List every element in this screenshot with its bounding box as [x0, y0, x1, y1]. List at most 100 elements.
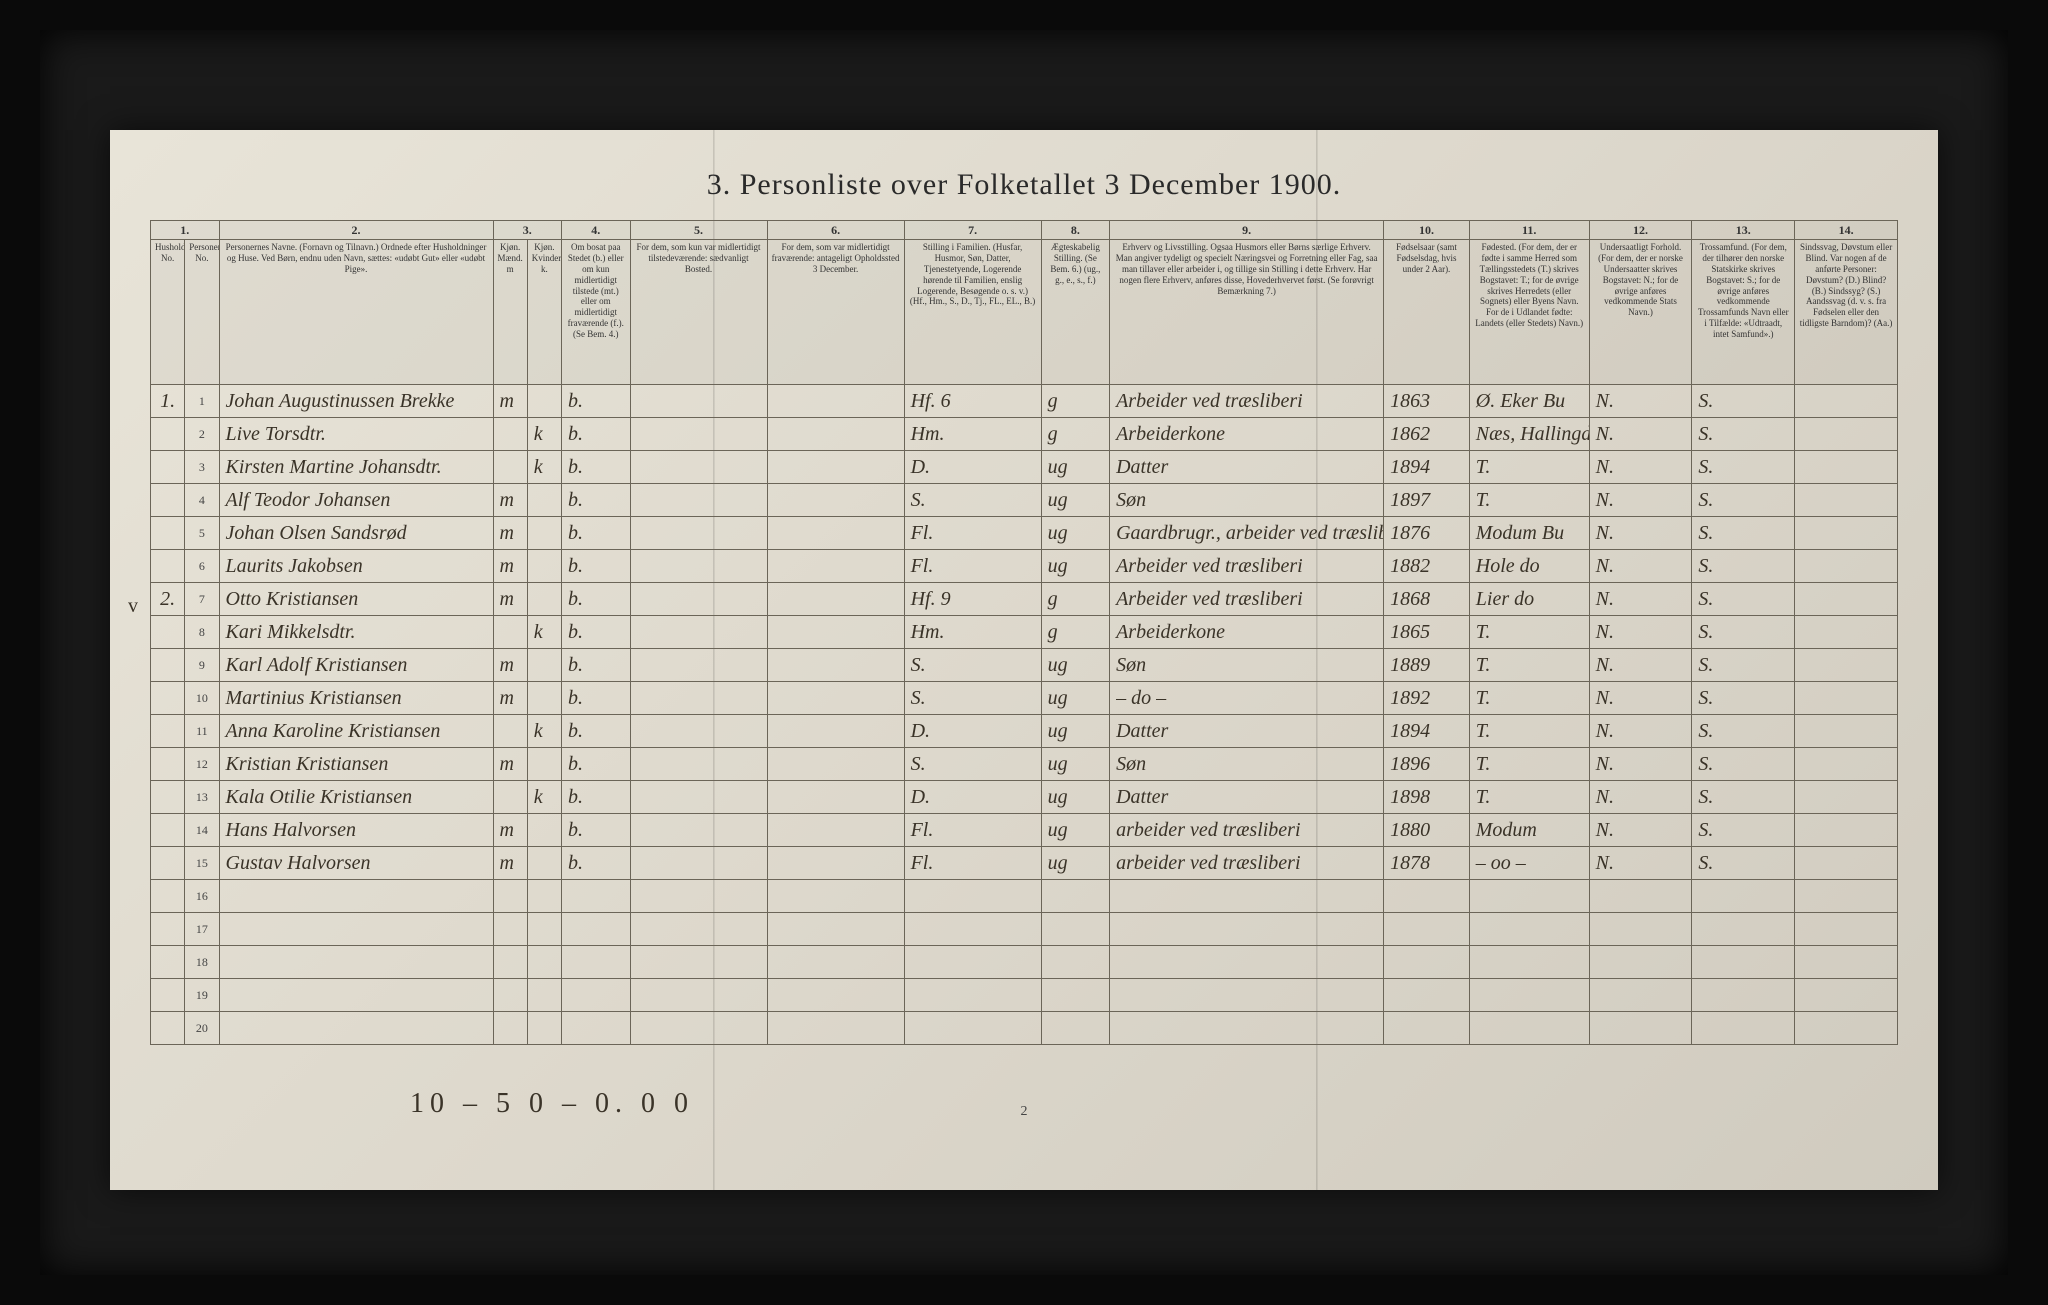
cell-rel: S.	[1692, 682, 1795, 715]
cell-pn: 17	[185, 913, 219, 946]
cell-temp	[630, 781, 767, 814]
cell-birthplace: Modum	[1469, 814, 1589, 847]
cell-pn: 4	[185, 484, 219, 517]
cell-pn: 14	[185, 814, 219, 847]
cell-pn: 10	[185, 682, 219, 715]
cell-birthplace: T.	[1469, 451, 1589, 484]
cell-m: m	[493, 649, 527, 682]
cell-hh	[151, 847, 185, 880]
header-column-labels: Husholdningernes No.Personernes No.Perso…	[151, 240, 1898, 385]
cell-civ: ug	[1041, 847, 1110, 880]
cell-m: m	[493, 550, 527, 583]
cell-birthplace: T.	[1469, 748, 1589, 781]
col-header: Fødselsaar (samt Fødselsdag, hvis under …	[1384, 240, 1470, 385]
cell-pn: 2	[185, 418, 219, 451]
table-row: 9Karl Adolf Kristiansenmb.S.ugSøn1889T.N…	[151, 649, 1898, 682]
cell-hh	[151, 1012, 185, 1045]
cell-birthplace: Ø. Eker Bu	[1469, 385, 1589, 418]
cell-nat: N.	[1589, 583, 1692, 616]
cell-k	[527, 1012, 561, 1045]
cell-nat: N.	[1589, 385, 1692, 418]
cell-away	[767, 418, 904, 451]
cell-temp	[630, 913, 767, 946]
cell-year: 1868	[1384, 583, 1470, 616]
page-title: 3. Personliste over Folketallet 3 Decemb…	[110, 168, 1938, 202]
table-row: 15Gustav Halvorsenmb.Fl.ugarbeider ved t…	[151, 847, 1898, 880]
cell-occ: Gaardbrugr., arbeider ved træsliberi	[1110, 517, 1384, 550]
cell-name: Live Torsdtr.	[219, 418, 493, 451]
cell-dis	[1795, 913, 1898, 946]
cell-year: 1876	[1384, 517, 1470, 550]
cell-occ: Datter	[1110, 451, 1384, 484]
cell-m: m	[493, 814, 527, 847]
table-row: 13Kala Otilie Kristiansenkb.D.ugDatter18…	[151, 781, 1898, 814]
cell-birthplace: T.	[1469, 616, 1589, 649]
cell-away	[767, 847, 904, 880]
cell-rel: S.	[1692, 418, 1795, 451]
cell-name	[219, 946, 493, 979]
cell-nat: N.	[1589, 616, 1692, 649]
cell-hh	[151, 913, 185, 946]
col-number: 4.	[562, 221, 631, 240]
cell-m	[493, 418, 527, 451]
cell-pos: Hf. 6	[904, 385, 1041, 418]
cell-year	[1384, 880, 1470, 913]
cell-rel: S.	[1692, 781, 1795, 814]
cell-away	[767, 385, 904, 418]
cell-pos: Hf. 9	[904, 583, 1041, 616]
col-header: Trossamfund. (For dem, der tilhører den …	[1692, 240, 1795, 385]
table-row: 17	[151, 913, 1898, 946]
cell-rel	[1692, 913, 1795, 946]
col-number: 8.	[1041, 221, 1110, 240]
cell-m: m	[493, 847, 527, 880]
cell-year: 1882	[1384, 550, 1470, 583]
cell-occ	[1110, 979, 1384, 1012]
cell-birthplace	[1469, 913, 1589, 946]
cell-away	[767, 484, 904, 517]
cell-k: k	[527, 418, 561, 451]
cell-hh	[151, 550, 185, 583]
cell-away	[767, 682, 904, 715]
cell-temp	[630, 682, 767, 715]
cell-name: Johan Augustinussen Brekke	[219, 385, 493, 418]
cell-pn: 5	[185, 517, 219, 550]
cell-res	[562, 913, 631, 946]
cell-k: k	[527, 781, 561, 814]
cell-temp	[630, 1012, 767, 1045]
margin-annotation: v	[128, 595, 138, 618]
cell-k	[527, 484, 561, 517]
table-row: 11Anna Karoline Kristiansenkb.D.ugDatter…	[151, 715, 1898, 748]
cell-temp	[630, 451, 767, 484]
cell-pn: 1	[185, 385, 219, 418]
cell-res: b.	[562, 451, 631, 484]
cell-occ: Datter	[1110, 781, 1384, 814]
cell-occ	[1110, 1012, 1384, 1045]
cell-away	[767, 880, 904, 913]
cell-name: Gustav Halvorsen	[219, 847, 493, 880]
cell-m: m	[493, 484, 527, 517]
cell-name	[219, 913, 493, 946]
cell-hh	[151, 748, 185, 781]
cell-res: b.	[562, 715, 631, 748]
cell-res: b.	[562, 649, 631, 682]
cell-rel	[1692, 880, 1795, 913]
col-number: 14.	[1795, 221, 1898, 240]
cell-away	[767, 616, 904, 649]
cell-res	[562, 880, 631, 913]
cell-res: b.	[562, 814, 631, 847]
table-row: 3Kirsten Martine Johansdtr.kb.D.ugDatter…	[151, 451, 1898, 484]
cell-rel: S.	[1692, 847, 1795, 880]
col-header: Stilling i Familien. (Husfar, Husmor, Sø…	[904, 240, 1041, 385]
cell-nat: N.	[1589, 451, 1692, 484]
cell-dis	[1795, 781, 1898, 814]
cell-pos	[904, 913, 1041, 946]
cell-pos: Fl.	[904, 847, 1041, 880]
cell-dis	[1795, 946, 1898, 979]
census-table-body: 1.1Johan Augustinussen Brekkemb.Hf. 6gAr…	[151, 385, 1898, 1045]
census-sheet: 3. Personliste over Folketallet 3 Decemb…	[110, 130, 1938, 1190]
cell-civ: ug	[1041, 748, 1110, 781]
cell-temp	[630, 517, 767, 550]
cell-k	[527, 517, 561, 550]
cell-k: k	[527, 616, 561, 649]
cell-name: Alf Teodor Johansen	[219, 484, 493, 517]
